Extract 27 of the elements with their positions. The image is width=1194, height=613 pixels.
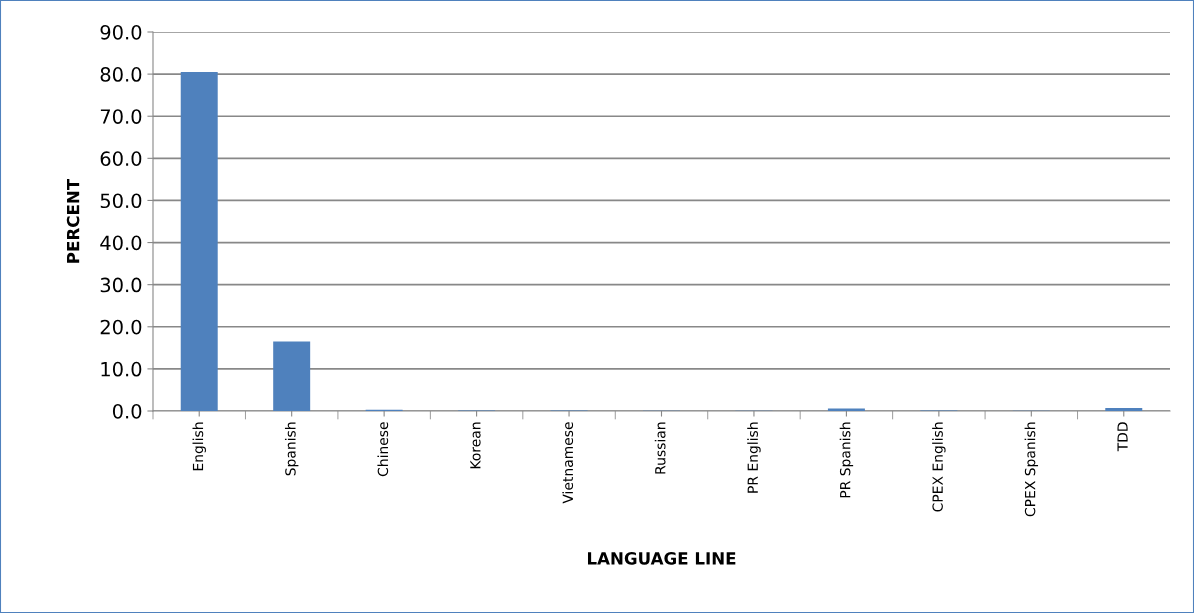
y-tick-label: 20.0 (100, 319, 142, 335)
bar (1105, 408, 1143, 411)
x-tick-label: Chinese (377, 422, 389, 477)
y-tick-label: 80.0 (100, 67, 142, 82)
x-tick-label: Spanish (284, 422, 299, 476)
bar (273, 341, 311, 411)
x-tick-label: English (192, 422, 206, 471)
y-tick-label: 90.0 (100, 24, 142, 40)
y-tick-label: 10.0 (101, 361, 142, 377)
y-tick-label: 60.0 (100, 151, 142, 166)
bar (827, 408, 865, 411)
y-tick-label: 0.0 (112, 403, 142, 419)
y-axis-title: PERCENT (66, 178, 80, 263)
y-tick-label: 40.0 (100, 235, 142, 251)
x-tick-label: Vietnamese (562, 422, 574, 504)
x-tick-label: PR Spanish (839, 422, 854, 498)
x-tick-label: Korean (470, 422, 481, 469)
x-tick-label: Russian (654, 422, 666, 474)
x-axis-title: LANGUAGE LINE (587, 552, 736, 565)
x-tick-label: TDD (1117, 422, 1128, 452)
y-tick-label: 70.0 (100, 109, 142, 124)
x-tick-label: CPEX English (932, 422, 946, 512)
y-tick-label: 30.0 (100, 277, 142, 293)
y-tick-label: 50.0 (100, 193, 142, 209)
x-tick-label: CPEX Spanish (1024, 422, 1039, 517)
x-tick-label: PR English (747, 422, 761, 493)
bar (180, 72, 218, 411)
